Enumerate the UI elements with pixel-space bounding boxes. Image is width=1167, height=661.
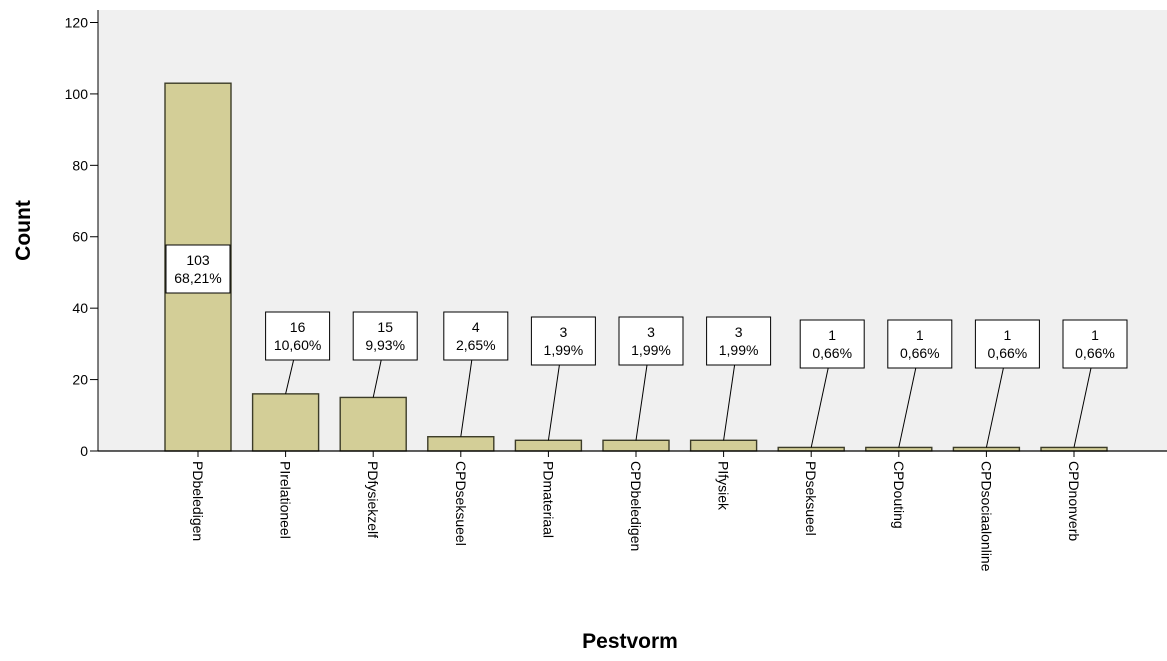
- data-label-PDmateriaal: 3 1,99%: [530, 316, 596, 441]
- label-percent: 9,93%: [365, 337, 405, 353]
- label-percent: 1,99%: [544, 342, 584, 358]
- y-tick-label: 80: [72, 157, 88, 173]
- x-tick-label: CPDsociaalonline: [978, 461, 994, 572]
- bar-PDfysiekzelf: [339, 396, 407, 452]
- leader-line: [1073, 367, 1092, 448]
- label-box: [706, 316, 772, 366]
- leader-line: [460, 359, 473, 437]
- label-count: 3: [735, 324, 743, 340]
- bar-PIfysiek: [689, 439, 758, 452]
- label-box: [1062, 319, 1128, 369]
- x-tick-label: PIfysiek: [716, 461, 732, 511]
- label-count: 3: [560, 324, 568, 340]
- leader-line: [547, 364, 560, 441]
- y-tick-label: 20: [72, 372, 88, 388]
- data-label-PDfysiekzelf: 15 9,93%: [352, 311, 418, 398]
- data-label-CPDnonverb: 1 0,66%: [1062, 319, 1128, 448]
- y-axis-title: Count: [12, 200, 35, 261]
- data-label-PDseksueel: 1 0,66%: [799, 319, 865, 448]
- label-box: [530, 316, 596, 366]
- label-count: 103: [186, 252, 210, 268]
- label-percent: 0,66%: [988, 345, 1028, 361]
- label-count: 3: [647, 324, 655, 340]
- y-tick-label: 60: [72, 229, 88, 245]
- label-percent: 0,66%: [900, 345, 940, 361]
- label-count: 1: [916, 327, 924, 343]
- x-axis-title: Pestvorm: [582, 630, 678, 653]
- label-percent: 0,66%: [1075, 345, 1115, 361]
- y-tick-label: 100: [65, 86, 89, 102]
- plot-area: [98, 10, 1167, 451]
- x-tick-label: CPDbeledigen: [628, 461, 644, 551]
- x-tick-label: CPDseksueel: [453, 461, 469, 546]
- data-label-CPDbeledigen: 3 1,99%: [618, 316, 684, 441]
- label-box: [887, 319, 953, 369]
- leader-line: [898, 367, 917, 448]
- data-label-CPDseksueel: 4 2,65%: [443, 311, 509, 437]
- data-label-PDbeledigen: 103 68,21%: [165, 244, 231, 294]
- bar-PIrelationeel: [251, 393, 320, 452]
- label-percent: 1,99%: [719, 342, 759, 358]
- label-count: 1: [1091, 327, 1099, 343]
- label-box: [265, 311, 331, 361]
- label-box: [443, 311, 509, 361]
- data-label-PIfysiek: 3 1,99%: [706, 316, 772, 441]
- y-tick-label: 0: [80, 443, 88, 459]
- bar-PDmateriaal: [514, 439, 583, 452]
- data-label-CPDsociaalonline: 1 0,66%: [974, 319, 1040, 448]
- data-label-PIrelationeel: 16 10,60%: [265, 311, 331, 394]
- label-percent: 0,66%: [812, 345, 852, 361]
- label-percent: 2,65%: [456, 337, 496, 353]
- label-percent: 68,21%: [174, 270, 221, 286]
- label-count: 15: [377, 319, 393, 335]
- leader-line: [810, 367, 829, 448]
- bar-CPDseksueel: [427, 436, 495, 452]
- leader-line: [372, 359, 382, 398]
- bar-CPDbeledigen: [602, 439, 670, 452]
- axes-group: 0 20 40 60 80 100 120 PDbeledigen PIrelationeel P…: [65, 10, 1167, 572]
- label-box: [618, 316, 684, 366]
- x-tick-label: PDbeledigen: [190, 461, 206, 541]
- leader-line: [635, 364, 648, 441]
- leader-line: [985, 367, 1004, 448]
- label-count: 16: [290, 319, 306, 335]
- label-percent: 10,60%: [274, 337, 321, 353]
- data-labels-group: 103 68,21% 16 10,60% 15 9,93% 4 2,65% 3 1,99% 3 1,9…: [165, 244, 1128, 448]
- x-tick-label: PDseksueel: [803, 461, 819, 536]
- label-count: 4: [472, 319, 480, 335]
- label-percent: 1,99%: [631, 342, 671, 358]
- label-box: [165, 244, 231, 294]
- label-box: [974, 319, 1040, 369]
- x-tick-label: PDfysiekzelf: [365, 461, 381, 538]
- leader-line: [285, 359, 295, 394]
- data-label-CPDouting: 1 0,66%: [887, 319, 953, 448]
- label-count: 1: [1004, 327, 1012, 343]
- label-box: [352, 311, 418, 361]
- x-tick-label: PIrelationeel: [278, 461, 294, 539]
- x-tick-label: CPDnonverb: [1066, 461, 1082, 541]
- label-box: [799, 319, 865, 369]
- label-count: 1: [828, 327, 836, 343]
- x-tick-label: PDmateriaal: [540, 461, 556, 538]
- y-tick-label: 40: [72, 300, 88, 316]
- x-tick-label: CPDouting: [891, 461, 907, 529]
- leader-line: [723, 364, 736, 441]
- y-tick-label: 120: [65, 14, 89, 30]
